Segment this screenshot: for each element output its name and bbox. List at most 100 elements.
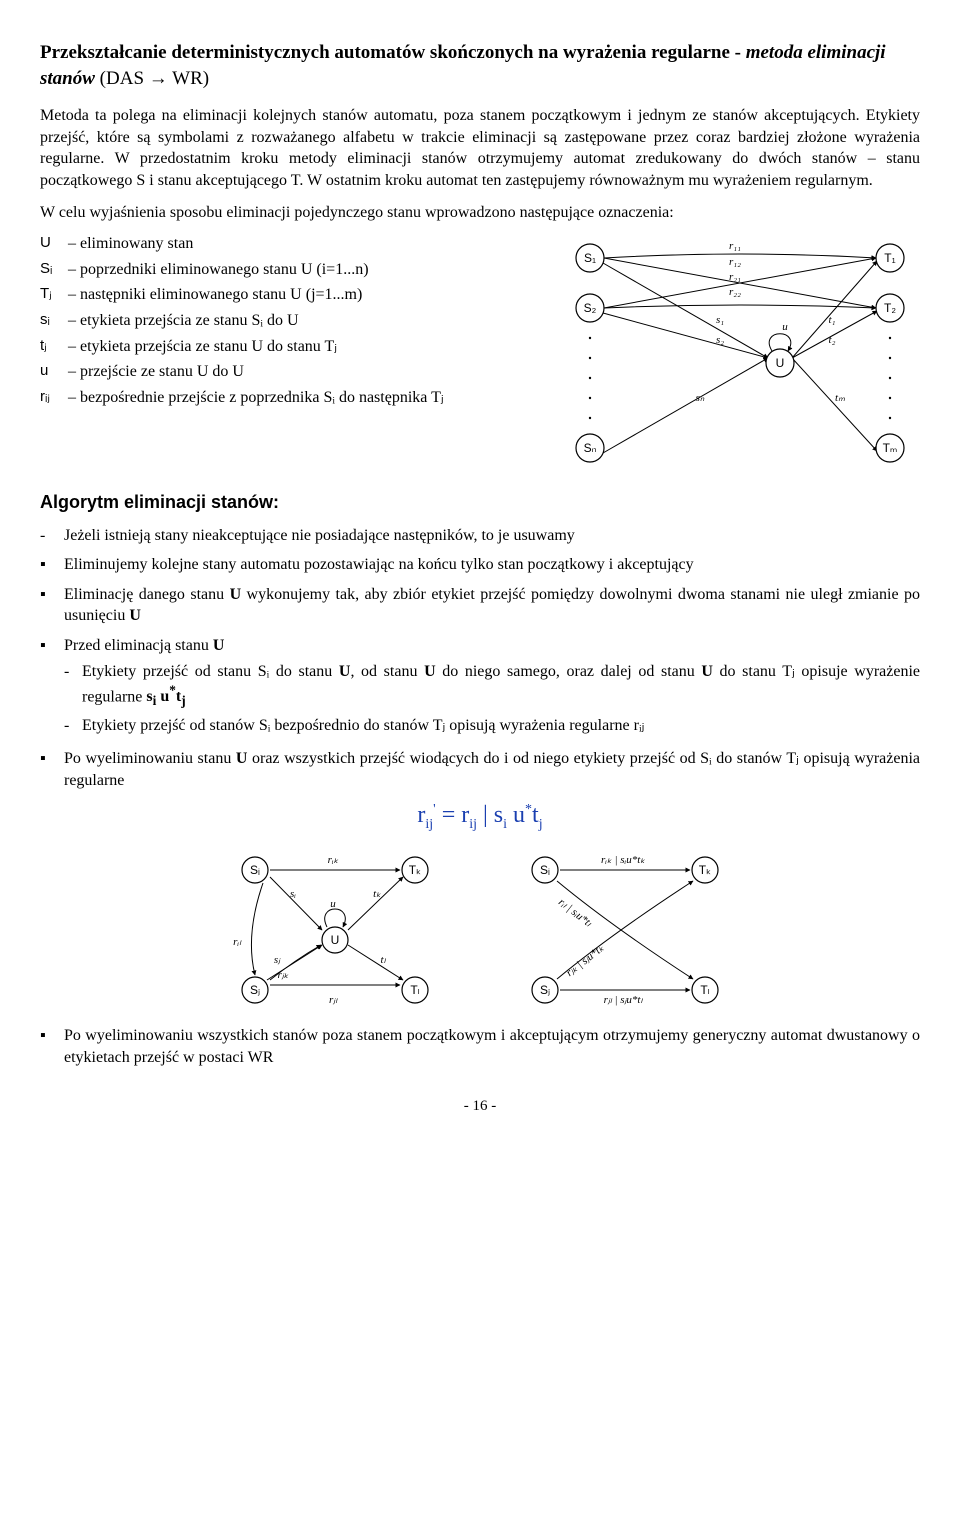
- definition: u– przejście ze stanu U do U: [40, 361, 540, 383]
- svg-text:Tₘ: Tₘ: [883, 441, 898, 455]
- page: Przekształcanie deterministycznych autom…: [0, 0, 960, 1147]
- svg-text:S₁: S₁: [584, 251, 596, 265]
- def-symbol: Tⱼ: [40, 284, 68, 306]
- def-symbol: u: [40, 361, 68, 383]
- svg-text:u: u: [330, 898, 336, 910]
- svg-text:Sₙ: Sₙ: [584, 441, 597, 455]
- svg-text:Sⱼ: Sⱼ: [540, 983, 550, 997]
- final-item-list: ▪ Po wyeliminowaniu wszystkich stanów po…: [40, 1025, 920, 1068]
- diagram-pair: rᵢₖrⱼₗrᵢₗrⱼₖsᵢsⱼtₖtₗuSᵢTₖSⱼTₗU rᵢₖ | sᵢu…: [40, 845, 920, 1015]
- svg-text:sₙ: sₙ: [696, 392, 705, 404]
- svg-text:S₂: S₂: [584, 301, 597, 315]
- definition: tⱼ– etykieta przejścia ze stanu U do sta…: [40, 336, 540, 358]
- svg-text:r₂₁: r₂₁: [729, 271, 741, 283]
- list-item: ▪Po wyeliminowaniu stanu U oraz wszystki…: [40, 748, 920, 791]
- def-text: – następniki eliminowanego stanu U (j=1.…: [68, 284, 540, 306]
- svg-text:Tₗ: Tₗ: [410, 983, 419, 997]
- formula: rij' = rij | si u*tj: [40, 799, 920, 835]
- bullet: ▪: [40, 748, 64, 791]
- svg-text:Tₖ: Tₖ: [409, 863, 421, 877]
- bullet: ▪: [40, 1025, 64, 1068]
- dash: -: [64, 661, 82, 711]
- svg-text:r₁₁: r₁₁: [729, 240, 741, 252]
- definition: U– eliminowany stan: [40, 233, 540, 255]
- sub-item: -Etykiety przejść od stanu Sᵢ do stanu U…: [64, 661, 920, 711]
- formula-eq: = r: [436, 802, 470, 828]
- svg-text:U: U: [776, 356, 785, 370]
- sub-item: -Etykiety przejść od stanów Sᵢ bezpośred…: [64, 715, 920, 737]
- def-symbol: rᵢⱼ: [40, 387, 68, 409]
- svg-text:Tₖ: Tₖ: [699, 863, 711, 877]
- svg-text:rᵢₗ: rᵢₗ: [233, 936, 242, 948]
- list-item: ▪Eliminację danego stanu U wykonujemy ta…: [40, 584, 920, 627]
- item-body: Przed eliminacją stanu U-Etykiety przejś…: [64, 635, 920, 740]
- sub-list: -Etykiety przejść od stanu Sᵢ do stanu U…: [64, 661, 920, 737]
- formula-u: u: [507, 802, 525, 828]
- svg-text:T₂: T₂: [884, 301, 896, 315]
- svg-text:rᵢₗ | sᵢu*tₗ: rᵢₗ | sᵢu*tₗ: [556, 896, 594, 930]
- def-text: – przejście ze stanu U do U: [68, 361, 540, 383]
- list-item: -Jeżeli istnieją stany nieakceptujące ni…: [40, 525, 920, 547]
- def-symbol: U: [40, 233, 68, 255]
- bullet: -: [40, 525, 64, 547]
- formula-star: *: [525, 802, 532, 817]
- svg-text:Sᵢ: Sᵢ: [540, 863, 550, 877]
- item-body: Po wyeliminowaniu stanu U oraz wszystkic…: [64, 748, 920, 791]
- svg-text:tₘ: tₘ: [835, 392, 845, 404]
- formula-mid: | s: [477, 802, 503, 828]
- def-text: – eliminowany stan: [68, 233, 540, 255]
- bullet: ▪: [40, 554, 64, 576]
- formula-t: t: [532, 802, 539, 828]
- def-text: – etykieta przejścia ze stanu U do stanu…: [68, 336, 540, 358]
- definition: Tⱼ– następniki eliminowanego stanu U (j=…: [40, 284, 540, 306]
- definitions-row: U– eliminowany stanSᵢ– poprzedniki elimi…: [40, 233, 920, 468]
- def-text: – etykieta przejścia ze stanu Sᵢ do U: [68, 310, 540, 332]
- svg-text:U: U: [331, 933, 340, 947]
- def-text: – poprzedniki eliminowanego stanu U (i=1…: [68, 259, 540, 281]
- algorithm-heading: Algorytm eliminacji stanów:: [40, 490, 920, 514]
- diagram-1: r₁₁r₁₂r₂₁r₂₂s₁sₙs₂t₁tₘt₂uS₁S₂SₙT₁T₂TₘU: [560, 233, 920, 468]
- svg-text:tₗ: tₗ: [381, 954, 387, 966]
- sub-text: Etykiety przejść od stanów Sᵢ bezpośredn…: [82, 715, 920, 737]
- item-text: Po wyeliminowaniu wszystkich stanów poza…: [64, 1025, 920, 1068]
- sub-text: Etykiety przejść od stanu Sᵢ do stanu U,…: [82, 661, 920, 711]
- paragraph-2: W celu wyjaśnienia sposobu eliminacji po…: [40, 202, 920, 224]
- algorithm-list: -Jeżeli istnieją stany nieakceptujące ni…: [40, 525, 920, 792]
- diagram-2-right: rᵢₖ | sᵢu*tₖrⱼₗ | sⱼu*tₗrᵢₗ | sᵢu*tₗrⱼₖ …: [515, 845, 735, 1015]
- item-body: Eliminację danego stanu U wykonujemy tak…: [64, 584, 920, 627]
- svg-text:T₁: T₁: [884, 251, 895, 265]
- item-body: Jeżeli istnieją stany nieakceptujące nie…: [64, 525, 920, 547]
- svg-text:s₂: s₂: [716, 334, 724, 346]
- def-symbol: Sᵢ: [40, 259, 68, 281]
- svg-text:Sᵢ: Sᵢ: [250, 863, 260, 877]
- formula-sub1: ij: [425, 817, 433, 832]
- dash: -: [64, 715, 82, 737]
- svg-text:sᵢ: sᵢ: [290, 888, 296, 900]
- title-main: Przekształcanie deterministycznych autom…: [40, 42, 746, 63]
- svg-text:t₂: t₂: [829, 334, 836, 346]
- def-symbol: sᵢ: [40, 310, 68, 332]
- list-item: ▪Przed eliminacją stanu U-Etykiety przej…: [40, 635, 920, 740]
- page-number: - 16 -: [40, 1096, 920, 1116]
- svg-text:Sⱼ: Sⱼ: [250, 983, 260, 997]
- title-tail: (DAS → WR): [95, 68, 209, 89]
- svg-text:rⱼₖ | sⱼu*tₖ: rⱼₖ | sⱼu*tₖ: [564, 942, 607, 979]
- svg-text:r₂₂: r₂₂: [729, 286, 741, 298]
- svg-text:t₁: t₁: [829, 314, 836, 326]
- diagram-2-left: rᵢₖrⱼₗrᵢₗrⱼₖsᵢsⱼtₖtₗuSᵢTₖSⱼTₗU: [225, 845, 445, 1015]
- list-item: ▪ Po wyeliminowaniu wszystkich stanów po…: [40, 1025, 920, 1068]
- svg-text:rᵢₖ | sᵢu*tₖ: rᵢₖ | sᵢu*tₖ: [601, 854, 645, 866]
- definition: Sᵢ– poprzedniki eliminowanego stanu U (i…: [40, 259, 540, 281]
- definitions-list: U– eliminowany stanSᵢ– poprzedniki elimi…: [40, 233, 540, 468]
- def-text: – bezpośrednie przejście z poprzednika S…: [68, 387, 540, 409]
- page-title: Przekształcanie deterministycznych autom…: [40, 40, 920, 91]
- bullet: ▪: [40, 635, 64, 740]
- svg-text:rᵢₖ: rᵢₖ: [328, 854, 339, 866]
- svg-text:Tₗ: Tₗ: [700, 983, 709, 997]
- definition: rᵢⱼ– bezpośrednie przejście z poprzednik…: [40, 387, 540, 409]
- bullet: ▪: [40, 584, 64, 627]
- formula-sub4: j: [539, 817, 543, 832]
- item-body: Eliminujemy kolejne stany automatu pozos…: [64, 554, 920, 576]
- svg-text:u: u: [782, 321, 788, 333]
- svg-text:rⱼₖ: rⱼₖ: [278, 969, 289, 981]
